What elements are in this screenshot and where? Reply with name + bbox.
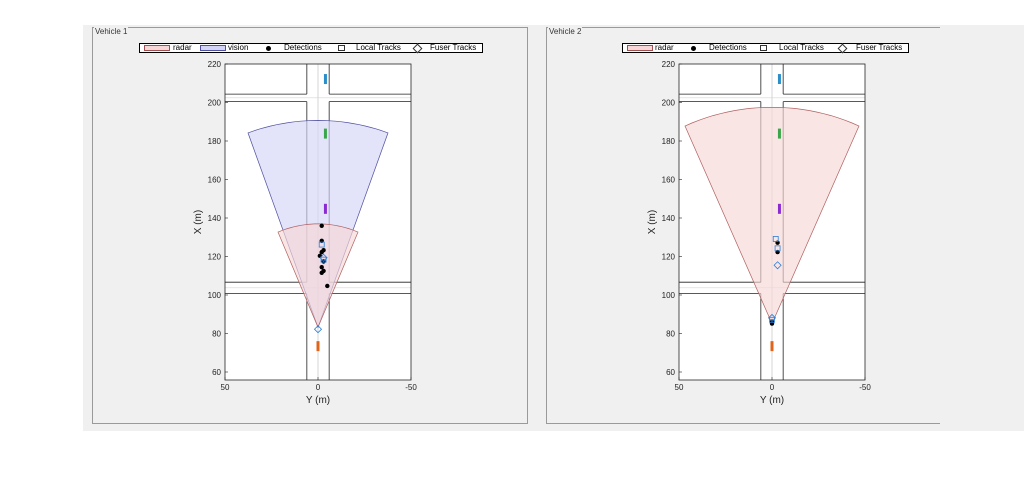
y-tick-label: 120 (208, 253, 222, 262)
y-tick-label: 220 (662, 60, 676, 69)
y-axis-label: X (m) (647, 210, 658, 234)
square-swatch (338, 45, 345, 51)
detection-point (325, 283, 330, 289)
panel-title: Vehicle 1 (94, 27, 129, 37)
fuser-track-marker (319, 253, 328, 262)
scene-layer (679, 64, 865, 380)
vehicle-marker (316, 341, 320, 352)
x-tick-label: 50 (675, 383, 684, 392)
y-tick-label: 200 (208, 99, 222, 108)
x-tick-label: 50 (221, 383, 230, 392)
y-tick-label: 180 (662, 137, 676, 146)
y-tick-label: 160 (208, 176, 222, 185)
patch-swatch (200, 45, 226, 51)
detection-point (319, 270, 324, 275)
scene-layer (225, 64, 411, 380)
y-tick-label: 120 (662, 253, 676, 262)
y-tick-label: 140 (208, 214, 222, 223)
dot-swatch (266, 45, 271, 51)
local-track-marker (320, 256, 327, 263)
dot-swatch (691, 45, 696, 51)
y-tick-label: 140 (662, 214, 676, 223)
legend-label: radar (173, 43, 192, 52)
detection-point (319, 264, 324, 270)
legend-label: Detections (709, 43, 747, 52)
y-tick-label: 160 (662, 176, 676, 185)
y-axis-label: X (m) (193, 210, 204, 234)
y-tick-label: 220 (208, 60, 222, 69)
vehicle-marker (777, 203, 781, 214)
patch-swatch (144, 45, 170, 51)
x-tick-label: -50 (859, 383, 871, 392)
local-track-marker (769, 316, 775, 323)
vehicle-marker (777, 74, 781, 85)
patch-swatch (627, 45, 653, 51)
local-track-marker (318, 241, 325, 248)
panel-title: Vehicle 2 (548, 27, 583, 37)
detection-point (321, 248, 326, 253)
legend: radar vision Detections Local Tracks Fuser T… (139, 43, 483, 54)
y-tick-label: 80 (212, 330, 221, 339)
fuser-track-marker (313, 325, 323, 334)
y-tick-label: 200 (662, 99, 676, 108)
local-track-marker (774, 245, 781, 252)
x-axis-label: Y (m) (760, 395, 784, 406)
legend-label: Local Tracks (779, 43, 824, 52)
x-tick-label: -50 (405, 383, 417, 392)
vehicle-marker (323, 74, 327, 85)
y-tick-label: 60 (212, 368, 221, 377)
fuser-track-marker (773, 261, 782, 270)
radar-coverage (684, 106, 860, 325)
vehicle-marker (323, 128, 327, 139)
x-tick-label: 0 (770, 383, 775, 392)
square-swatch (760, 45, 767, 51)
vehicle-marker (777, 128, 781, 139)
legend-label: Local Tracks (356, 43, 401, 52)
fuser-track-marker (767, 313, 777, 322)
legend-label: Fuser Tracks (856, 43, 903, 52)
y-tick-label: 80 (666, 330, 675, 339)
legend-label: vision (228, 43, 249, 52)
legend-label: radar (655, 43, 674, 52)
legend-label: Detections (284, 43, 322, 52)
y-tick-label: 100 (662, 291, 676, 300)
radar-coverage (277, 223, 359, 329)
legend: radar Detections Local Tracks Fuser Tracks (622, 43, 909, 54)
x-tick-label: 0 (316, 383, 321, 392)
vehicle-marker (770, 341, 774, 352)
local-track-marker (772, 236, 779, 242)
y-tick-label: 180 (208, 137, 222, 146)
legend-label: Fuser Tracks (430, 43, 477, 52)
detection-point (319, 223, 324, 228)
y-tick-label: 100 (208, 291, 222, 300)
x-axis-label: Y (m) (306, 395, 330, 406)
vehicle-marker (323, 203, 327, 214)
y-tick-label: 60 (666, 368, 675, 377)
